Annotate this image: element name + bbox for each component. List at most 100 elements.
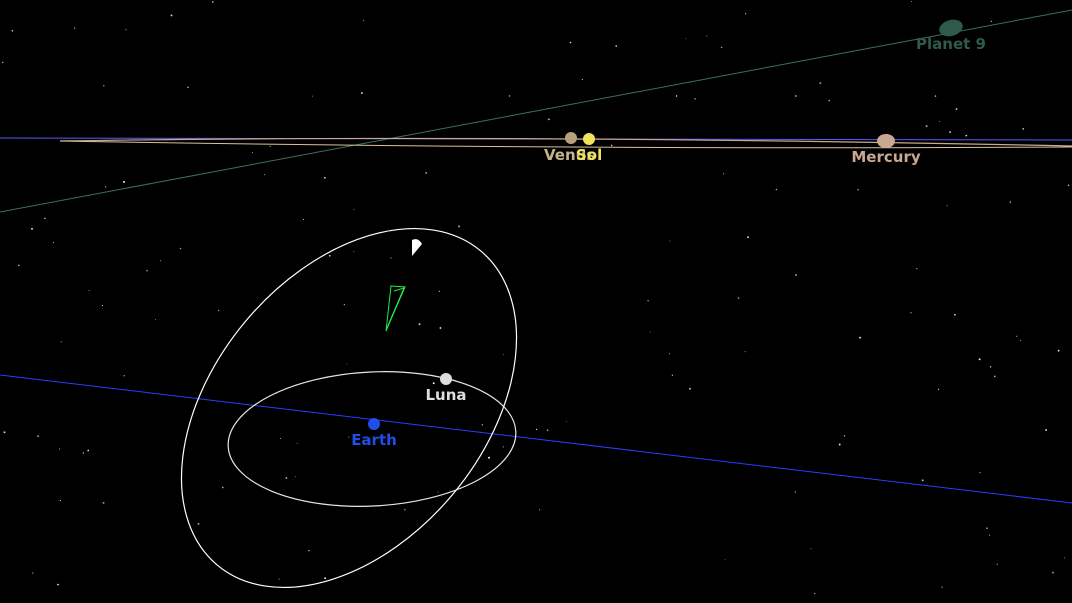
star <box>404 509 406 511</box>
star <box>547 118 550 121</box>
star <box>647 300 649 302</box>
star <box>278 578 280 580</box>
star <box>1051 571 1054 574</box>
earth-equator-line <box>0 374 1072 504</box>
star <box>910 311 912 314</box>
star <box>502 446 504 448</box>
star <box>566 420 567 422</box>
star <box>31 227 33 230</box>
star <box>669 240 671 242</box>
star <box>986 527 988 530</box>
earth-body[interactable]: Earth <box>351 418 397 449</box>
star <box>212 1 214 3</box>
star <box>59 448 61 450</box>
star <box>794 491 796 493</box>
star <box>737 297 740 299</box>
sol-label: Sol <box>576 146 602 164</box>
star <box>155 319 156 321</box>
star <box>488 456 490 459</box>
star <box>57 583 59 586</box>
earth-label: Earth <box>351 431 397 449</box>
star <box>615 45 618 47</box>
star <box>954 313 956 316</box>
star <box>794 95 797 97</box>
star <box>859 336 862 339</box>
star <box>988 534 991 536</box>
star <box>1067 184 1070 187</box>
star <box>308 549 310 552</box>
star <box>949 131 952 134</box>
star <box>925 125 928 128</box>
star <box>390 257 392 259</box>
star <box>916 267 918 270</box>
star <box>795 274 797 276</box>
sol-body[interactable]: Sol <box>576 133 602 164</box>
star <box>694 98 696 100</box>
star <box>425 171 428 174</box>
star <box>74 27 76 29</box>
star <box>921 479 924 482</box>
spacecraft-icon[interactable] <box>412 239 422 256</box>
star <box>52 242 54 243</box>
star <box>934 95 937 97</box>
star <box>675 95 678 97</box>
star <box>418 323 421 326</box>
star <box>59 499 62 502</box>
star <box>668 353 670 355</box>
star <box>279 438 281 440</box>
star <box>956 108 958 110</box>
planet9-orbit <box>0 9 1072 213</box>
star <box>1045 429 1048 431</box>
star <box>481 424 484 426</box>
star <box>269 145 271 147</box>
star <box>222 486 224 489</box>
star <box>102 501 105 504</box>
star <box>775 188 778 191</box>
star <box>1009 201 1012 203</box>
luna-body[interactable]: Luna <box>425 373 467 404</box>
star <box>159 260 161 262</box>
star <box>170 14 173 17</box>
star <box>437 491 439 493</box>
luna-orbit <box>227 371 517 507</box>
star <box>44 217 46 220</box>
star <box>348 436 350 438</box>
star <box>744 13 747 15</box>
star <box>252 152 254 154</box>
star <box>343 304 345 306</box>
mercury-body[interactable]: Mercury <box>851 134 921 166</box>
star <box>218 309 220 311</box>
star <box>101 305 104 307</box>
star <box>828 99 831 102</box>
star <box>720 46 723 49</box>
star <box>1019 340 1021 342</box>
star <box>3 431 6 434</box>
star <box>946 205 948 207</box>
star <box>458 225 460 228</box>
star <box>938 121 940 122</box>
star <box>197 522 200 525</box>
star <box>1016 335 1018 337</box>
venus-body[interactable]: Venus <box>544 132 595 164</box>
star <box>353 209 355 211</box>
mercury-label: Mercury <box>851 148 920 166</box>
venus-orbit <box>59 140 1072 149</box>
star <box>814 592 816 595</box>
star <box>285 477 288 479</box>
star <box>1057 349 1060 352</box>
star <box>990 20 992 23</box>
star <box>810 548 812 550</box>
planet9-label: Planet 9 <box>916 35 986 53</box>
planet9-body[interactable]: Planet 9 <box>916 17 986 53</box>
star <box>724 559 726 561</box>
star <box>996 563 998 565</box>
star <box>60 341 62 343</box>
star <box>978 358 981 361</box>
star <box>363 20 365 22</box>
star <box>123 180 125 183</box>
star <box>303 218 305 220</box>
spacecraft-orbit <box>180 227 518 589</box>
